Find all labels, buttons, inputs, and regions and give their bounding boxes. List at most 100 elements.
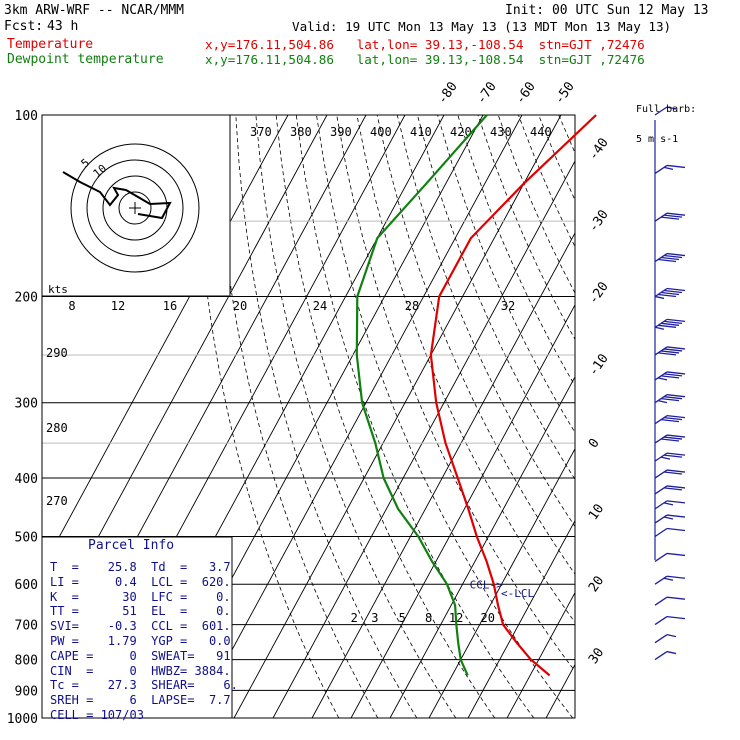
wind-barb — [654, 212, 686, 222]
barb-staff — [654, 616, 668, 626]
mixing-ratio-label: 8 — [425, 611, 432, 625]
isotherm-label: -70 — [474, 79, 500, 107]
forecast-label: Fcst: — [4, 19, 44, 34]
wind-barb — [654, 287, 686, 300]
barb-flag — [666, 552, 686, 557]
hodograph-speed-tick: 12 — [111, 299, 125, 313]
barb-staff — [654, 552, 668, 562]
barb-flag — [666, 287, 686, 292]
wind-barb — [654, 164, 686, 174]
parcel-info-title: Parcel Info — [88, 538, 175, 553]
hodograph-speed-tick: 28 — [405, 299, 419, 313]
barb-flag — [666, 615, 686, 620]
wind-barb — [654, 514, 686, 524]
model-title: 3km ARW-WRF -- NCAR/MMM — [4, 3, 185, 18]
isotherm-line — [624, 115, 740, 718]
isotherm-line — [42, 115, 289, 570]
barb-flag — [666, 212, 686, 216]
hodograph-speed-tick: 32 — [501, 299, 515, 313]
wind-barb — [654, 452, 686, 462]
barb-staff — [654, 469, 668, 479]
barb-key-line1: Full barb: — [636, 104, 697, 115]
barb-flag — [660, 216, 680, 220]
barb-flag — [663, 348, 683, 352]
dry-adiabat — [457, 115, 575, 387]
wind-barb — [654, 469, 686, 479]
barb-staff — [654, 485, 668, 495]
wind-barb — [654, 106, 677, 116]
pressure-label: 700 — [15, 619, 38, 634]
isotherm-label: -20 — [586, 279, 612, 307]
wind-barb — [654, 394, 686, 404]
hodograph-center — [129, 202, 141, 214]
dry-adiabat — [255, 115, 457, 718]
barb-flag — [663, 516, 674, 520]
parcel-info-row: SVI= -0.3 CCL = 601. — [50, 619, 231, 634]
valid-time: Valid: 19 UTC Mon 13 May 13 (13 MDT Mon … — [292, 19, 672, 34]
theta-label: 430 — [490, 125, 512, 139]
isotherm-label: -30 — [586, 207, 612, 235]
barb-flag — [660, 398, 680, 402]
series-dewpoint-temperature — [355, 114, 488, 676]
parcel-info-panel: Parcel Info T = 25.8 Td = 3.7 LI = 0.4 LC… — [42, 538, 238, 730]
barb-flag — [657, 400, 668, 404]
barb-flag — [660, 456, 671, 460]
barb-staff — [654, 106, 668, 116]
pressure-label: 1000 — [7, 712, 38, 727]
wind-barb — [654, 371, 686, 381]
mixing-ratio-label: 3 — [371, 611, 378, 625]
hodograph-trace — [62, 171, 172, 220]
barb-flag — [663, 487, 683, 491]
isotherm-line — [467, 519, 575, 718]
dewpoint-legend: Dewpoint temperature — [7, 52, 164, 67]
barb-flag — [660, 291, 680, 296]
barb-flag — [663, 166, 674, 171]
barb-flag — [657, 352, 677, 356]
hodograph-speed-tick: 16 — [163, 299, 177, 313]
series-temperature — [429, 114, 597, 677]
barb-flag — [666, 527, 686, 532]
dry-adiabat — [215, 115, 379, 718]
wind-barb — [654, 527, 686, 538]
wind-barb — [654, 252, 686, 263]
wind-barb — [654, 346, 686, 356]
isotherm-label: 10 — [586, 502, 607, 523]
wind-barb — [654, 552, 686, 562]
dry-adiabat — [336, 115, 575, 672]
pressure-label: 300 — [15, 397, 38, 412]
isotherm-line — [350, 304, 575, 718]
dry-adiabat — [295, 115, 535, 718]
barb-flag — [663, 471, 683, 475]
barb-flag — [663, 289, 683, 294]
parcel-info-box — [41, 536, 233, 719]
hodograph-unit: kts — [48, 283, 68, 296]
dry-adiabat — [518, 115, 575, 248]
parcel-info-row: Tc = 27.3 SHEAR= 6. — [50, 678, 238, 693]
theta-label: 370 — [250, 125, 272, 139]
barb-staff — [654, 575, 668, 585]
barb-flag — [657, 293, 677, 298]
hodograph-direction-label: 290 — [46, 346, 68, 360]
parcel-info-row: CAPE = 0 SWEAT= 91 — [50, 648, 231, 663]
parcel-info-rows: T = 25.8 Td = 3.7 LI = 0.4 LCL = 620. K = … — [50, 560, 238, 723]
theta-label: 410 — [410, 125, 432, 139]
barb-flag — [666, 634, 677, 638]
dry-adiabat — [558, 115, 575, 154]
dry-adiabat — [417, 115, 575, 480]
theta-label: 400 — [370, 125, 392, 139]
barb-flag — [666, 318, 686, 323]
dry-adiabat — [376, 115, 575, 575]
isotherm-line — [272, 160, 575, 718]
barb-staff — [654, 527, 668, 538]
wind-barb — [654, 415, 686, 425]
hodograph-speed-tick: 8 — [68, 299, 75, 313]
pressure-label: 400 — [15, 472, 38, 487]
parcel-info-row: LI = 0.4 LCL = 620. — [50, 574, 231, 589]
theta-label: 420 — [450, 125, 472, 139]
barb-flag — [666, 452, 686, 456]
isotherm-label: -40 — [586, 136, 612, 164]
barb-flag — [666, 596, 686, 600]
barb-flag — [660, 322, 680, 326]
